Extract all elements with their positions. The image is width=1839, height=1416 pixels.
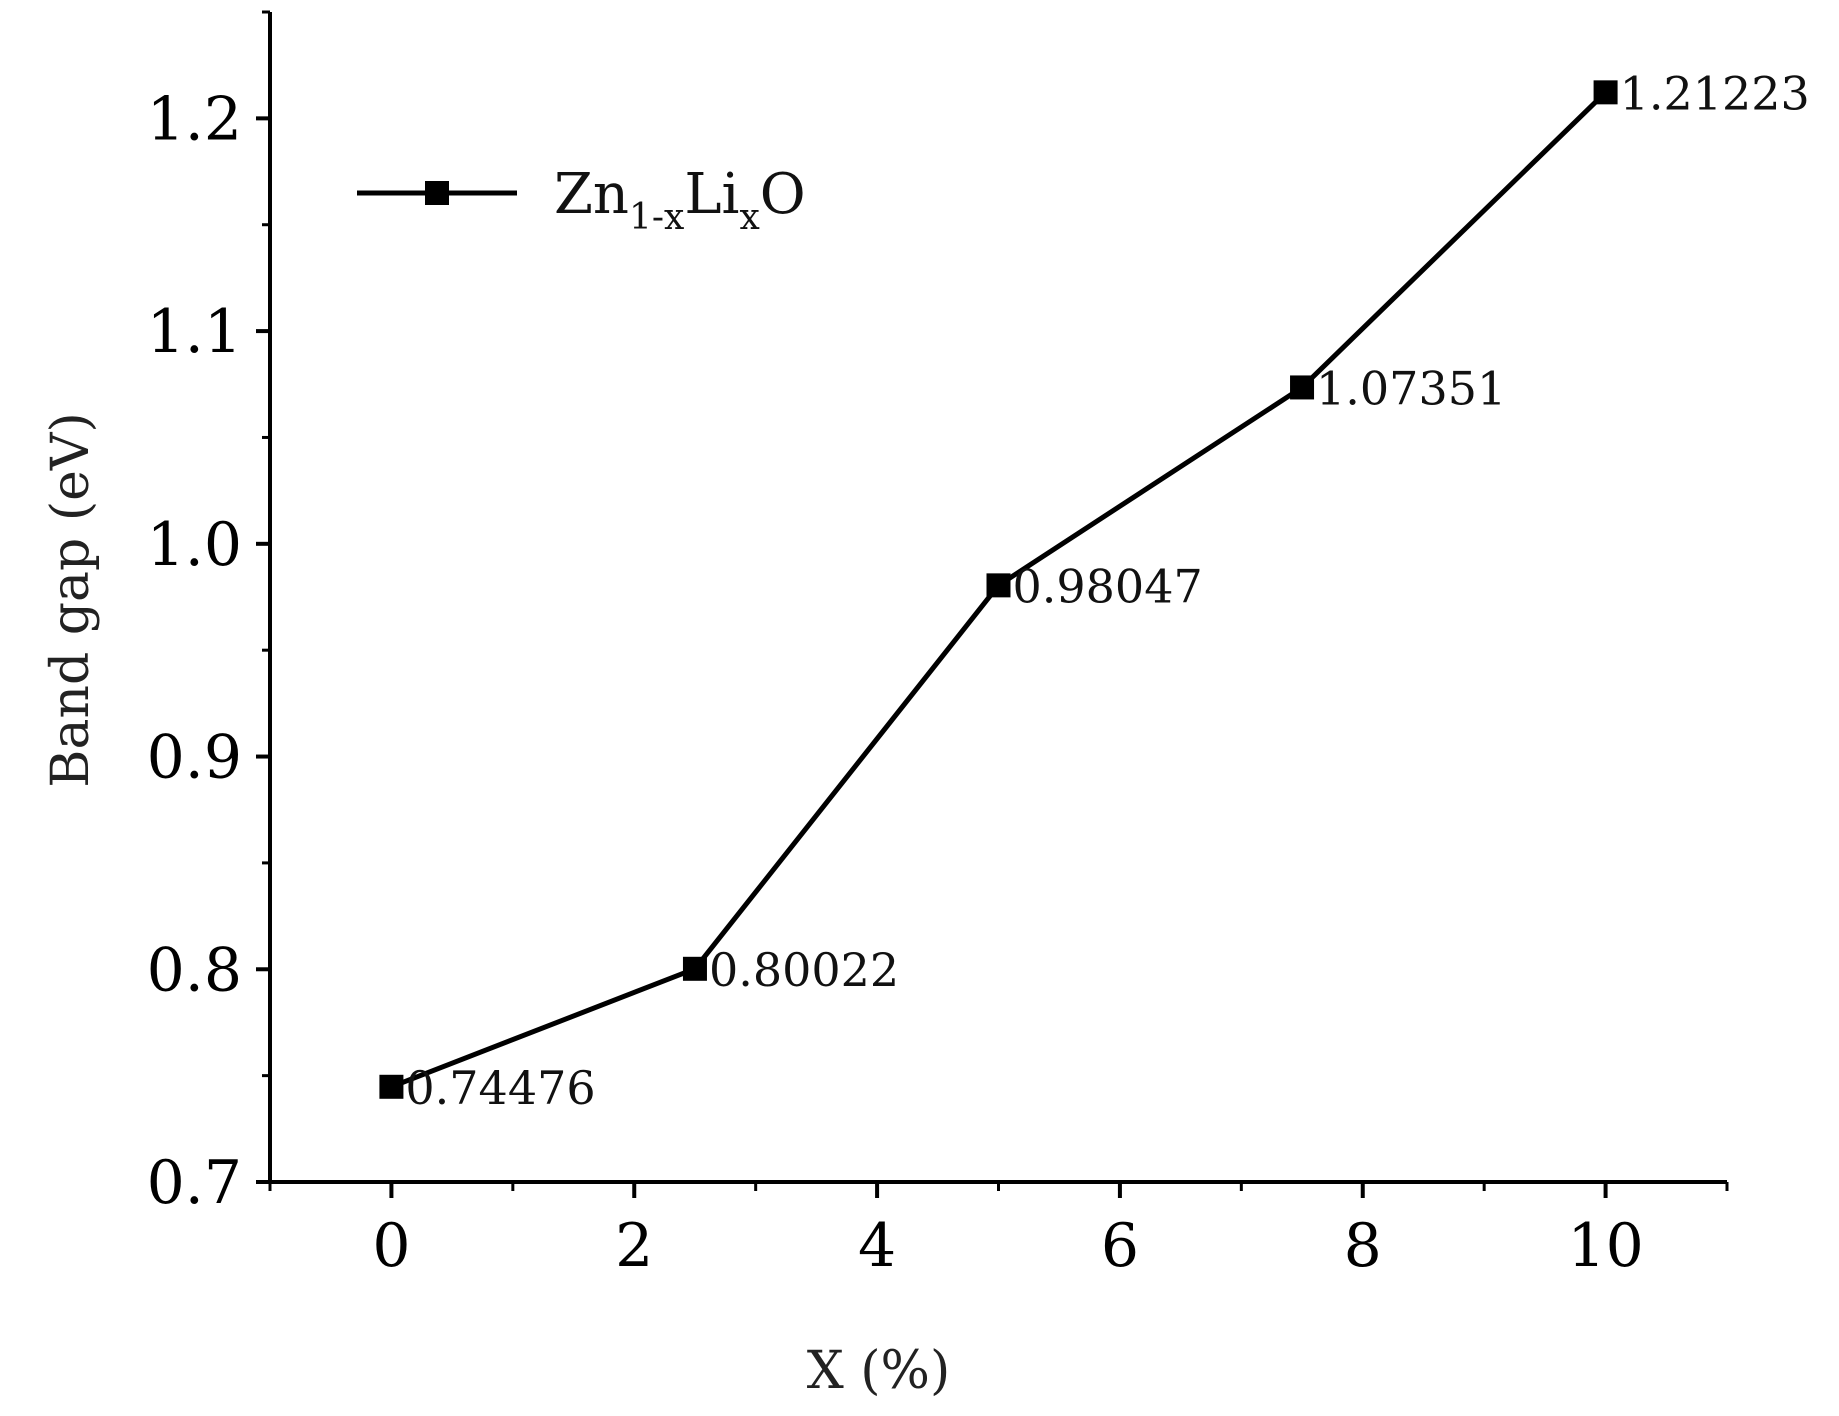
- x-tick-label: 6: [1101, 1211, 1139, 1281]
- x-tick-label: 8: [1344, 1211, 1382, 1281]
- legend-marker: [425, 181, 449, 205]
- legend-label-mid: Li: [684, 162, 739, 227]
- x-tick-label: 0: [372, 1211, 410, 1281]
- data-labels: 0.74476 0.80022 0.98047 1.07351 1.21223: [405, 66, 1809, 1114]
- legend: Zn1-xLixO: [357, 162, 806, 238]
- data-label: 0.80022: [709, 943, 899, 997]
- ticks: 0.7 0.8 0.9 1.0 1.1 1.2 0 2 4 6 8 10: [147, 10, 1729, 1281]
- data-label: 0.98047: [1013, 559, 1203, 613]
- y-tick-label: 1.0: [147, 510, 242, 580]
- legend-label-base: Zn: [554, 162, 629, 227]
- y-tick-label: 1.1: [147, 297, 242, 367]
- legend-label-sub1: 1-x: [629, 197, 684, 238]
- data-label: 1.07351: [1316, 361, 1506, 415]
- data-point-marker: [379, 1074, 404, 1099]
- x-tick-label: 4: [858, 1211, 896, 1281]
- legend-label-tail: O: [760, 162, 806, 227]
- legend-label: Zn1-xLixO: [554, 162, 806, 238]
- y-tick-label: 0.9: [147, 723, 242, 793]
- data-point-marker: [682, 956, 707, 981]
- legend-label-sub2: x: [739, 197, 759, 238]
- y-axis-title: Band gap (eV): [41, 412, 101, 788]
- data-label: 0.74476: [405, 1061, 595, 1115]
- data-point-marker: [1593, 80, 1618, 105]
- data-series: [379, 80, 1618, 1099]
- data-point-marker: [986, 573, 1011, 598]
- y-tick-label: 0.8: [147, 935, 242, 1005]
- y-tick-label: 1.2: [147, 84, 242, 154]
- x-axis-title: X (%): [807, 1341, 951, 1401]
- data-point-marker: [1290, 375, 1315, 400]
- x-tick-label: 10: [1567, 1211, 1643, 1281]
- y-tick-label: 0.7: [147, 1148, 242, 1218]
- x-tick-label: 2: [615, 1211, 653, 1281]
- data-label: 1.21223: [1620, 66, 1810, 120]
